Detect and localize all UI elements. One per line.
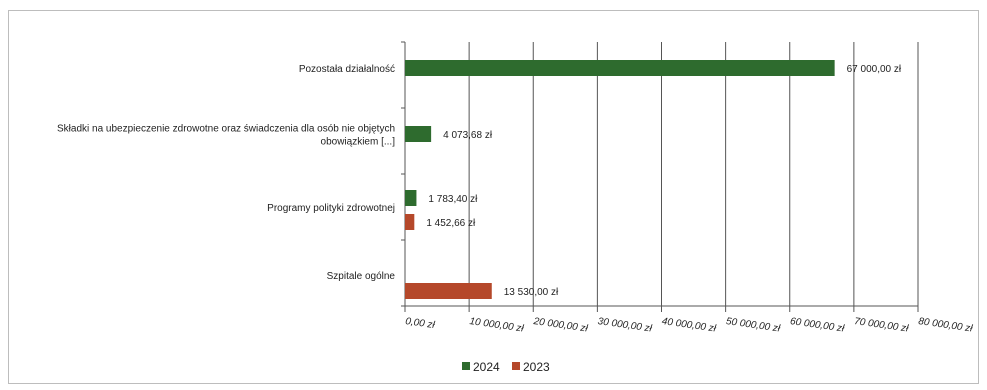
legend-label: 2023: [523, 360, 550, 374]
data-label: 1 452,66 zł: [426, 218, 476, 229]
bar-2024: [405, 60, 835, 76]
legend-swatch-2024: [462, 362, 470, 370]
data-label: 67 000,00 zł: [847, 64, 902, 75]
data-label: 4 073,68 zł: [443, 130, 493, 141]
category-label: Pozostała działalność: [299, 64, 395, 75]
bar-2023: [405, 214, 415, 230]
category-label: Składki na ubezpieczenie zdrowotne oraz …: [57, 124, 395, 135]
x-tick-label: 0,00 zł: [405, 316, 436, 331]
category-label: Programy polityki zdrowotnej: [267, 203, 395, 214]
x-tick-label: 70 000,00 zł: [853, 316, 909, 335]
bar-2023: [405, 283, 492, 299]
legend-swatch-2023: [512, 362, 520, 370]
data-label: 13 530,00 zł: [504, 287, 559, 298]
x-tick-label: 50 000,00 zł: [725, 316, 781, 335]
bar-2024: [405, 190, 417, 206]
x-tick-label: 80 000,00 zł: [918, 316, 974, 335]
data-label: 1 783,40 zł: [428, 194, 478, 205]
legend-label: 2024: [473, 360, 500, 374]
x-tick-label: 10 000,00 zł: [469, 316, 525, 335]
category-label: obowiązkiem [...]: [321, 137, 396, 148]
x-tick-label: 60 000,00 zł: [789, 316, 845, 335]
x-tick-label: 40 000,00 zł: [661, 316, 717, 335]
category-label: Szpitale ogólne: [327, 271, 396, 282]
x-tick-label: 30 000,00 zł: [597, 316, 653, 335]
x-tick-label: 20 000,00 zł: [532, 316, 589, 335]
bar-2024: [405, 126, 432, 142]
